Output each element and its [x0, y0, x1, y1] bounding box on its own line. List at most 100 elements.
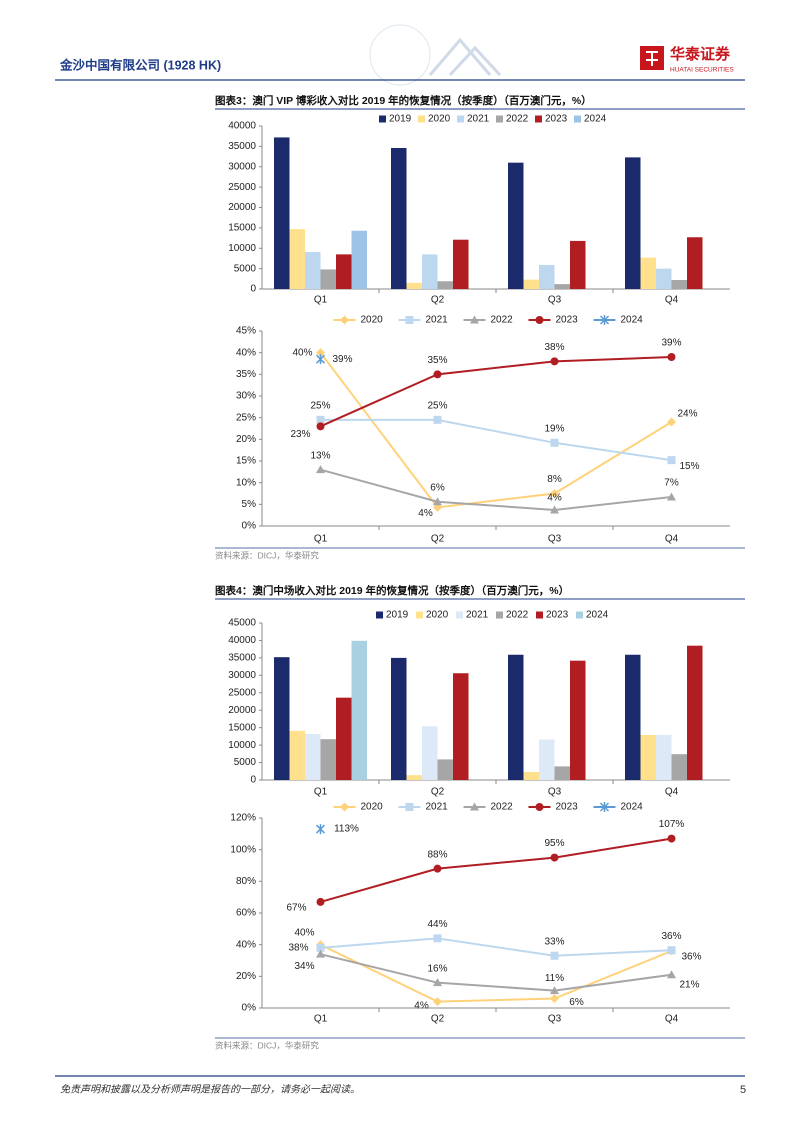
data-point — [433, 997, 442, 1007]
legend-label: 2019 — [389, 114, 412, 125]
data-label: 25% — [310, 400, 330, 411]
data-label: 38% — [544, 342, 564, 353]
data-label: 36% — [661, 931, 681, 942]
legend-label: 2024 — [586, 610, 609, 621]
line — [320, 356, 672, 428]
bar — [320, 269, 336, 289]
data-label: 24% — [677, 409, 697, 420]
x-tick-label: Q1 — [314, 787, 328, 798]
data-label: 8% — [547, 474, 562, 485]
bar — [523, 771, 539, 780]
x-tick-label: Q4 — [665, 1014, 679, 1025]
y-tick-label: 120% — [230, 813, 256, 824]
bar — [437, 281, 453, 289]
y-tick-label: 15% — [236, 456, 256, 467]
x-tick-label: Q2 — [431, 787, 445, 798]
y-tick-label: 100% — [230, 844, 256, 855]
company-name: 金沙中国有限公司 (1928 HK) — [59, 57, 221, 72]
data-point — [315, 824, 326, 835]
bar — [687, 645, 703, 780]
header: 金沙中国有限公司 (1928 HK) 华泰证券 HUATAI SECURITIE… — [55, 24, 745, 86]
legend-label: 2020 — [361, 315, 384, 326]
data-point — [550, 853, 559, 862]
data-point — [433, 978, 442, 987]
legend-marker — [405, 316, 414, 324]
bar — [656, 734, 672, 780]
data-point — [433, 415, 442, 424]
x-tick-label: Q1 — [314, 295, 328, 306]
bar — [570, 240, 586, 289]
legend-marker — [599, 802, 610, 812]
bar — [289, 730, 305, 780]
y-tick-label: 35000 — [228, 653, 256, 664]
y-tick-label: 5% — [242, 499, 257, 510]
data-point — [550, 994, 559, 1003]
bar — [625, 157, 641, 289]
line — [319, 352, 673, 509]
data-point — [316, 415, 325, 424]
data-label: 107% — [659, 819, 685, 830]
data-point — [667, 456, 676, 465]
page-number: 5 — [740, 1084, 746, 1096]
data-label: 113% — [334, 824, 359, 835]
data-label: 13% — [310, 450, 330, 461]
bar — [305, 251, 321, 289]
data-point — [316, 465, 325, 474]
y-tick-label: 5000 — [234, 757, 257, 768]
bar — [274, 137, 290, 289]
legend-swatch — [457, 115, 464, 123]
data-point — [433, 497, 442, 506]
bar — [274, 657, 290, 780]
data-label: 4% — [414, 1000, 429, 1011]
data-point — [550, 951, 559, 960]
line — [320, 837, 672, 903]
y-tick-label: 20% — [236, 434, 256, 445]
legend-label: 2024 — [584, 114, 607, 125]
legend-label: 2024 — [621, 802, 644, 813]
x-tick-label: Q1 — [314, 1014, 328, 1025]
y-tick-label: 40000 — [228, 121, 256, 132]
x-tick-label: Q3 — [548, 534, 562, 545]
data-point — [316, 422, 325, 431]
y-tick-label: 25000 — [228, 687, 256, 698]
data-point — [433, 370, 442, 379]
legend-label: 2021 — [467, 114, 490, 125]
bar — [351, 230, 367, 289]
data-point — [667, 946, 676, 955]
bar — [305, 733, 321, 780]
legend-swatch — [416, 611, 423, 619]
bar — [523, 279, 539, 289]
bar — [320, 739, 336, 780]
bar — [336, 254, 352, 289]
x-tick-label: Q2 — [431, 295, 445, 306]
x-tick-label: Q4 — [665, 534, 679, 545]
data-label: 39% — [332, 354, 352, 365]
bar — [554, 766, 570, 780]
legend-swatch — [536, 611, 543, 619]
bar — [671, 754, 687, 780]
brand-en: HUATAI SECURITIES — [670, 67, 734, 74]
legend-label: 2021 — [426, 802, 449, 813]
y-tick-label: 30000 — [228, 161, 256, 172]
y-tick-label: 60% — [236, 908, 256, 919]
data-label: 4% — [547, 493, 562, 504]
data-label: 6% — [430, 482, 445, 493]
line — [320, 418, 672, 462]
data-point — [316, 348, 325, 358]
y-tick-label: 35% — [236, 369, 256, 380]
legend-label: 2019 — [386, 610, 409, 621]
data-point — [667, 353, 676, 361]
data-label: 19% — [544, 423, 564, 434]
bar — [391, 148, 407, 289]
data-point — [667, 417, 676, 427]
data-label: 95% — [544, 838, 564, 849]
legend-label: 2024 — [621, 315, 644, 326]
legend-swatch — [379, 115, 386, 123]
y-tick-label: 10000 — [228, 740, 256, 751]
data-point — [433, 934, 442, 943]
decoration — [369, 24, 431, 86]
y-tick-label: 0 — [250, 775, 256, 786]
legend-swatch — [576, 611, 583, 619]
y-tick-label: 15000 — [228, 722, 256, 733]
